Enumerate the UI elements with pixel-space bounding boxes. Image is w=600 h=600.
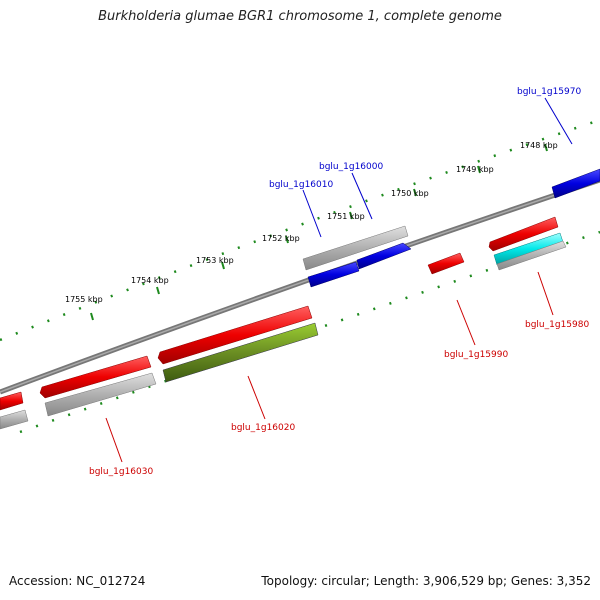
tick-label: 1750 kbp <box>391 189 429 198</box>
cds-arrow <box>0 391 24 411</box>
cds-arrow <box>307 261 360 288</box>
topology-summary: Topology: circular; Length: 3,906,529 bp… <box>261 574 591 588</box>
leader-line <box>544 97 573 145</box>
genome-backbone <box>0 177 600 395</box>
major-tick <box>477 165 481 174</box>
major-tick <box>156 286 160 295</box>
reverse-features <box>0 216 567 430</box>
tick-label: 1749 kbp <box>456 165 494 174</box>
gene-label: bglu_1g16000 <box>319 162 383 172</box>
major-tick <box>413 188 417 197</box>
leader-line <box>537 271 554 316</box>
major-tick <box>221 261 225 270</box>
cds-arrow <box>39 355 152 399</box>
tick-label: 1751 kbp <box>327 212 365 221</box>
gene-arrow <box>0 409 29 430</box>
gene-arrow <box>496 240 567 271</box>
tick-label: 1748 kbp <box>520 141 558 150</box>
cds-arrow <box>488 216 559 252</box>
gene-arrow <box>44 372 157 417</box>
cds-arrow <box>427 252 465 275</box>
tick-label: 1755 kbp <box>65 295 103 304</box>
major-tick <box>349 211 353 220</box>
tick-label: 1753 kbp <box>196 256 234 265</box>
cds-arrow <box>551 168 600 199</box>
cds-arrow <box>157 305 313 365</box>
gene-label: bglu_1g16020 <box>231 423 295 433</box>
leader-line <box>302 189 322 238</box>
gene-label: bglu_1g15980 <box>525 320 589 330</box>
gene-arrow <box>162 322 319 383</box>
gene-label: bglu_1g16010 <box>269 180 333 190</box>
gene-label: bglu_1g16030 <box>89 467 153 477</box>
leader-line <box>105 417 123 463</box>
leader-line <box>456 299 476 346</box>
gene-label: bglu_1g15970 <box>517 87 581 97</box>
map-title: Burkholderia glumae BGR1 chromosome 1, c… <box>98 9 502 24</box>
forward-features <box>302 168 600 288</box>
major-tick <box>90 312 94 321</box>
gene-label: bglu_1g15990 <box>444 350 508 360</box>
accession-label: Accession: NC_012724 <box>9 574 146 588</box>
leader-line <box>351 172 373 220</box>
outer-tick-ring <box>0 118 600 342</box>
major-tick <box>285 235 289 244</box>
tick-label: 1752 kbp <box>262 234 300 243</box>
major-tick <box>544 143 548 152</box>
tick-label: 1754 kbp <box>131 276 169 285</box>
cds-arrow <box>356 242 412 270</box>
gene-arrow <box>302 225 409 271</box>
leader-line <box>247 375 266 420</box>
